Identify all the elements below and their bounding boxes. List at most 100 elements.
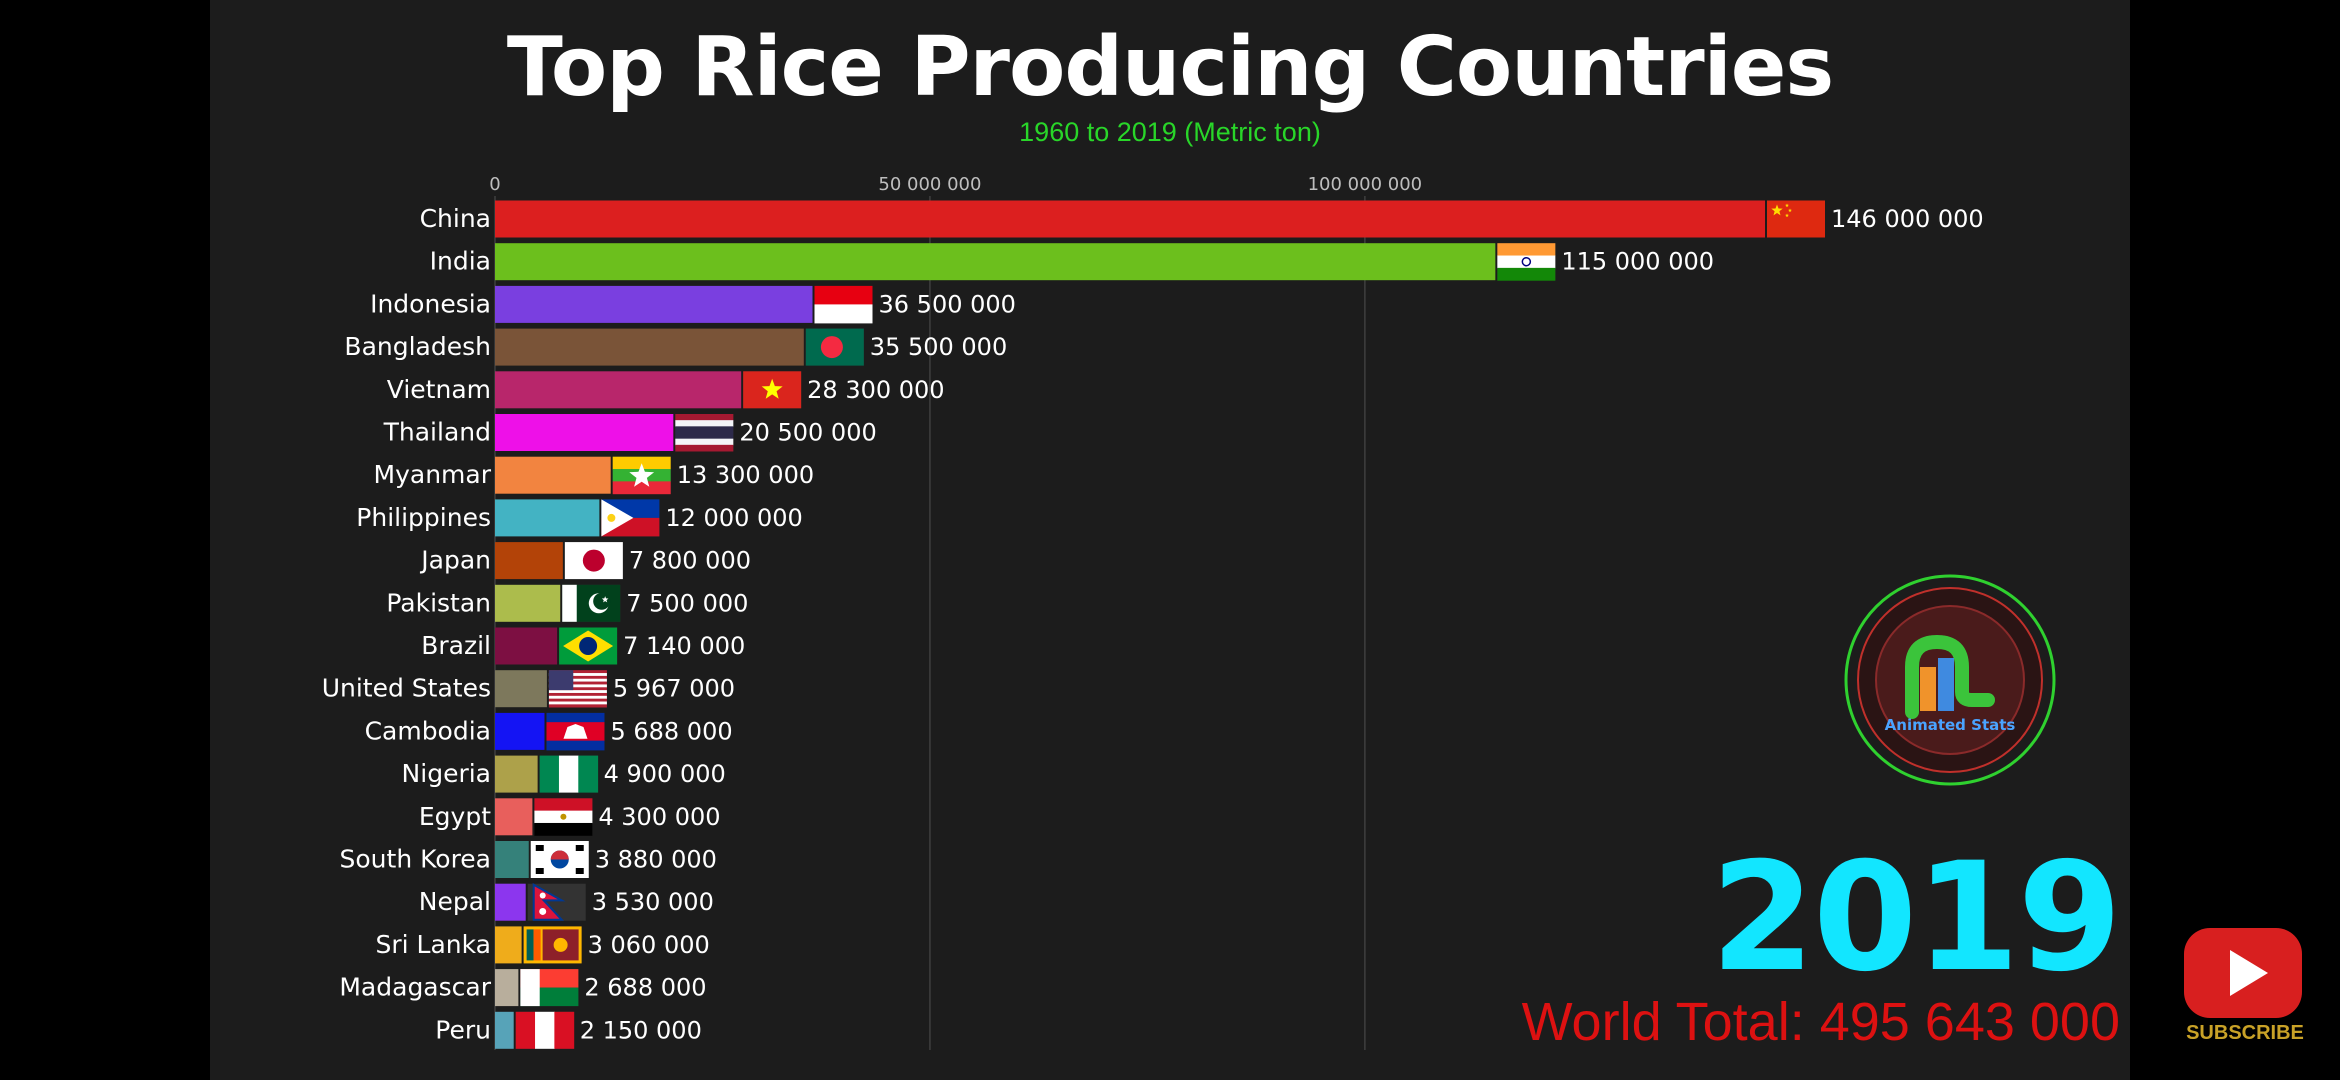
category-label: South Korea — [340, 845, 491, 874]
category-label: Indonesia — [370, 289, 491, 318]
bar-row: Egypt 4 300 000 — [419, 798, 721, 836]
bar — [495, 798, 533, 836]
bar — [495, 883, 526, 921]
category-label: Philippines — [356, 503, 491, 532]
bar-row: Thailand 20 500 000 — [383, 414, 877, 452]
brazil-flag — [559, 627, 618, 665]
nigeria-flag — [539, 755, 599, 793]
category-label: Nigeria — [402, 759, 491, 788]
nepal-flag — [527, 882, 586, 921]
bar — [495, 755, 538, 793]
south-korea-flag — [530, 841, 589, 878]
category-label: Nepal — [419, 887, 491, 916]
category-label: Bangladesh — [344, 332, 491, 361]
indonesia-flag — [814, 285, 873, 324]
logo-text: Animated Stats — [1885, 716, 2016, 734]
video-frame: Top Rice Producing Countries 1960 to 201… — [210, 0, 2130, 1080]
egypt-flag — [534, 798, 593, 836]
bar — [495, 456, 611, 494]
pakistan-flag — [562, 584, 621, 622]
bar-row: Myanmar 13 300 000 — [374, 456, 814, 495]
bar — [495, 627, 558, 665]
bar — [495, 712, 545, 750]
value-label: 3 060 000 — [588, 931, 710, 959]
bar-row: South Korea 3 880 000 — [340, 841, 717, 878]
value-label: 20 500 000 — [739, 419, 876, 447]
category-label: Madagascar — [339, 973, 491, 1002]
bar-row: Philippines 12 000 000 — [356, 499, 803, 537]
bar-chart: 0 50 000 000 100 000 000 China 146 000 000 I… — [322, 174, 1984, 1050]
bar — [495, 414, 674, 451]
category-label: Pakistan — [386, 588, 491, 617]
value-label: 13 300 000 — [677, 461, 814, 489]
value-label: 7 500 000 — [626, 589, 748, 617]
bar-row: United States 5 967 000 — [322, 670, 735, 708]
category-label: Thailand — [383, 418, 491, 447]
bar-row: Bangladesh 35 500 000 — [344, 328, 1007, 366]
bar-row: Sri Lanka 3 060 000 — [376, 926, 710, 964]
bar — [495, 584, 561, 622]
tick-label: 50 000 000 — [878, 174, 981, 195]
bar-row: Cambodia 5 688 000 — [365, 712, 733, 751]
bar — [495, 371, 742, 409]
category-label: Vietnam — [387, 375, 491, 404]
category-label: India — [430, 247, 491, 276]
category-label: Egypt — [419, 802, 491, 831]
category-label: China — [420, 204, 491, 233]
bars-layer: China 146 000 000 India 115 000 000 Indonesi… — [322, 200, 1984, 1049]
bar — [495, 243, 1496, 281]
bar — [495, 499, 600, 537]
madagascar-flag — [520, 969, 579, 1007]
vietnam-flag — [743, 371, 802, 409]
peru-flag — [515, 1011, 575, 1049]
chart-subtitle: 1960 to 2019 (Metric ton) — [1019, 117, 1321, 147]
cambodia-flag — [546, 712, 605, 751]
usa-flag — [548, 670, 607, 708]
animated-stats-logo: Animated Stats — [1844, 574, 2056, 786]
value-label: 12 000 000 — [665, 504, 802, 532]
myanmar-flag — [612, 456, 671, 495]
value-label: 36 500 000 — [879, 290, 1016, 318]
value-label: 5 688 000 — [610, 717, 732, 745]
chart-title: Top Rice Producing Countries — [506, 20, 1834, 115]
subscribe-button[interactable]: SUBSCRIBE — [2180, 924, 2310, 1054]
bar — [495, 670, 547, 708]
bar — [495, 926, 522, 964]
bar — [495, 200, 1765, 238]
bangladesh-flag — [805, 328, 864, 366]
subscribe-label: SUBSCRIBE — [2186, 1022, 2304, 1044]
bar-row: Peru 2 150 000 — [435, 1011, 702, 1049]
play-icon — [2184, 928, 2302, 1018]
category-label: Sri Lanka — [376, 930, 492, 959]
value-label: 115 000 000 — [1561, 248, 1714, 276]
category-label: Cambodia — [365, 716, 491, 745]
tick-label: 100 000 000 — [1308, 174, 1423, 195]
bar-row: Nigeria 4 900 000 — [402, 755, 726, 793]
bar — [495, 285, 813, 323]
philippines-flag — [601, 499, 660, 537]
bar — [495, 1011, 514, 1049]
bar — [495, 969, 519, 1007]
category-label: Myanmar — [374, 460, 492, 489]
bar-row: Madagascar 2 688 000 — [339, 969, 707, 1007]
world-total: World Total: 495 643 000 — [1521, 992, 2120, 1052]
value-label: 4 300 000 — [598, 803, 720, 831]
bar — [495, 542, 563, 580]
value-label: 28 300 000 — [807, 376, 944, 404]
year-display: 2019 — [1710, 831, 2122, 1005]
value-label: 2 150 000 — [580, 1016, 702, 1044]
value-label: 4 900 000 — [604, 760, 726, 788]
value-label: 35 500 000 — [870, 333, 1007, 361]
bar-row: India 115 000 000 — [430, 243, 1714, 281]
bar-row: Vietnam 28 300 000 — [387, 371, 945, 409]
china-flag — [1767, 200, 1825, 238]
category-label: Japan — [419, 546, 491, 575]
sri-lanka-flag — [523, 926, 582, 964]
bar-row: Nepal 3 530 000 — [419, 882, 714, 921]
bar-row: Japan 7 800 000 — [419, 542, 751, 580]
value-label: 7 800 000 — [629, 547, 751, 575]
category-label: Peru — [435, 1015, 491, 1044]
value-label: 7 140 000 — [623, 632, 745, 660]
value-label: 3 880 000 — [595, 846, 717, 874]
bar-row: China 146 000 000 — [420, 200, 1984, 238]
